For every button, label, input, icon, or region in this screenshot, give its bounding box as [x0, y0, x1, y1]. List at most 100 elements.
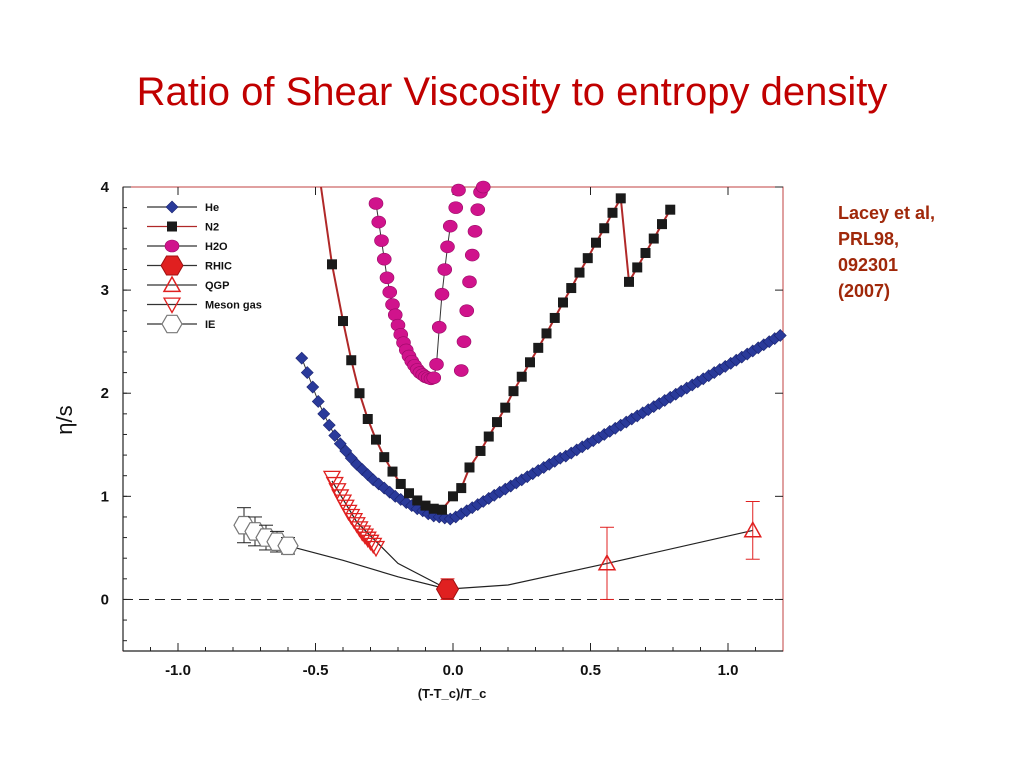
- n2-point: [665, 204, 676, 215]
- he-point: [306, 380, 320, 394]
- n2-point: [387, 466, 398, 477]
- ticks: -1.0 -0.5 0.0 0.5 1.0 0 1 2 3 4: [101, 179, 783, 679]
- n2-point: [624, 276, 634, 287]
- meson-gas-point: [366, 540, 386, 558]
- n2-point: [492, 417, 502, 428]
- n2-point: [404, 488, 414, 499]
- n2-point: [632, 262, 643, 273]
- n2-point: [533, 342, 544, 353]
- citation: Lacey et al, PRL98, 092301 (2007): [838, 200, 935, 304]
- legend-marker-meson-gas: [162, 297, 182, 314]
- marks: [233, 180, 787, 600]
- h2o-point: [434, 287, 450, 301]
- legend-label-he: He: [205, 202, 219, 214]
- n2-point: [338, 316, 348, 327]
- n2-point: [541, 328, 552, 339]
- y-axis-label: η/s: [52, 405, 77, 434]
- citation-line: PRL98,: [838, 229, 900, 249]
- n2-point: [591, 237, 601, 248]
- h2o-point: [374, 234, 389, 247]
- n2-point: [379, 452, 390, 463]
- x-tick-label: 0.5: [580, 662, 601, 679]
- n2-point: [327, 259, 337, 270]
- rhic-point: [435, 579, 460, 600]
- citation-line: (2007): [838, 281, 891, 301]
- h2o-point: [451, 183, 466, 197]
- slide-title: Ratio of Shear Viscosity to entropy dens…: [136, 70, 888, 114]
- legend-marker-qgp: [162, 275, 182, 293]
- he-point: [300, 366, 314, 380]
- meson-curve: [331, 480, 448, 590]
- citation-line: 092301: [838, 255, 899, 275]
- legend-marker-n2: [167, 221, 177, 232]
- ie-point: [277, 536, 299, 556]
- legend-label-n2: N2: [205, 222, 219, 234]
- qgp-point: [743, 520, 763, 538]
- x-tick-label: -1.0: [165, 662, 191, 679]
- h2o-point: [464, 248, 480, 262]
- citation-line: Lacey et al,: [838, 203, 936, 223]
- h2o-point: [431, 320, 447, 334]
- h2o-point: [437, 263, 453, 276]
- n2-point: [566, 283, 577, 294]
- he-point: [333, 437, 347, 451]
- meson-gas-point: [364, 537, 383, 555]
- h2o-point: [368, 197, 384, 210]
- he-point: [322, 418, 336, 432]
- y-tick-label: 1: [101, 488, 109, 505]
- n2-point: [428, 503, 439, 514]
- n2-point: [437, 504, 447, 515]
- he-point: [328, 429, 342, 442]
- n2-point: [640, 247, 651, 258]
- legend-marker-h2o: [164, 239, 180, 253]
- h2o-point: [456, 335, 472, 348]
- n2-curve: [452, 195, 672, 498]
- he-point: [317, 407, 331, 421]
- h2o-point: [442, 219, 458, 233]
- legend-marker-he: [165, 200, 179, 214]
- legend: He N2 H2O RHIC QGP Meson gas IE: [147, 200, 262, 334]
- h2o-point: [385, 298, 400, 311]
- y-tick-label: 0: [101, 591, 109, 608]
- h2o-point: [453, 364, 469, 377]
- legend-label-meson-gas: Meson gas: [205, 300, 262, 312]
- meson-gas-point: [358, 531, 377, 548]
- n2-point: [371, 434, 381, 445]
- n2-point: [582, 253, 593, 264]
- n2-point: [657, 219, 667, 230]
- h2o-point: [387, 308, 403, 322]
- legend-label-qgp: QGP: [205, 280, 229, 292]
- n2-point: [508, 386, 519, 397]
- legend-marker-rhic: [160, 255, 184, 276]
- meson-gas-point: [355, 528, 375, 545]
- h2o-point: [440, 240, 455, 254]
- he-point: [339, 444, 353, 458]
- h2o-point: [382, 285, 398, 299]
- n2-point: [558, 297, 568, 308]
- x-tick-label: 0.0: [443, 662, 464, 679]
- qgp-point: [597, 553, 617, 571]
- n2-point: [500, 402, 511, 413]
- n2-point: [420, 500, 431, 511]
- n2-point: [525, 357, 535, 368]
- n2-point: [574, 267, 585, 278]
- h2o-point: [470, 203, 486, 216]
- n2-point: [615, 193, 626, 204]
- x-tick-label: -0.5: [303, 662, 329, 679]
- h2o-point: [448, 201, 464, 214]
- he-curve: [301, 335, 781, 520]
- y-tick-label: 2: [101, 385, 109, 402]
- legend-marker-ie: [161, 314, 183, 334]
- n2-point: [607, 207, 618, 218]
- y-tick-label: 4: [101, 179, 110, 196]
- n2-point: [464, 462, 475, 473]
- he-point: [295, 351, 309, 365]
- h2o-point: [376, 252, 392, 266]
- ie-qgp-curve: [243, 524, 753, 590]
- h2o-point: [426, 371, 442, 385]
- he-point: [773, 329, 787, 342]
- n2-point: [549, 312, 560, 323]
- n2-point: [456, 483, 467, 494]
- n2-point: [362, 414, 373, 424]
- h2o-point: [379, 271, 395, 285]
